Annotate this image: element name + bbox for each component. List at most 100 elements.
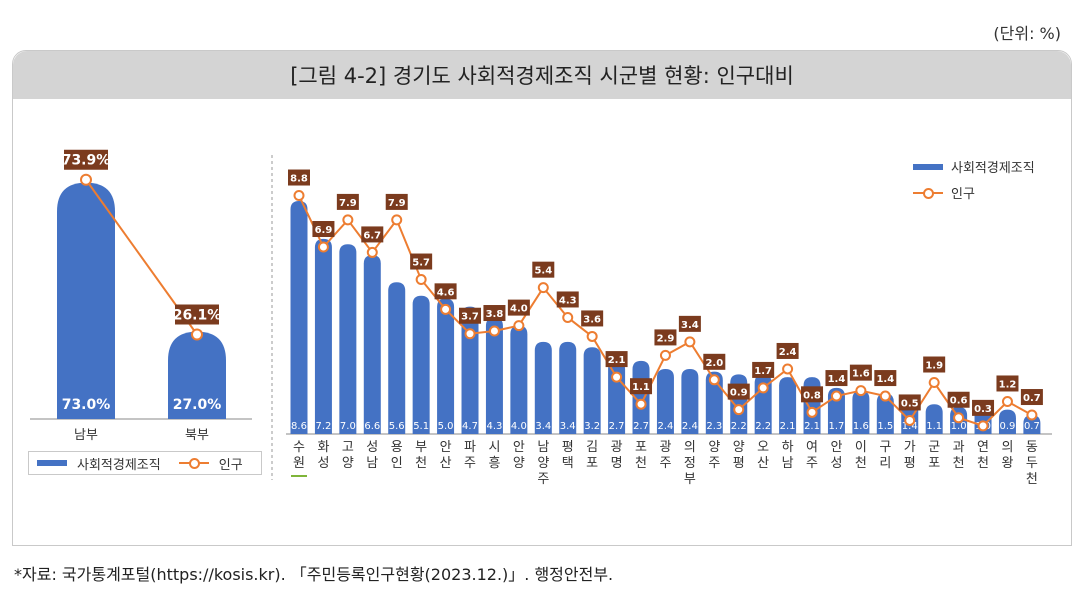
right-population-label: 7.9 bbox=[339, 198, 357, 209]
right-category-label: 연 bbox=[977, 440, 989, 455]
right-population-point bbox=[317, 241, 329, 253]
right-bar bbox=[779, 377, 797, 434]
right-bar bbox=[656, 368, 674, 434]
right-category-label: 광 bbox=[659, 440, 671, 455]
right-category-label: 이 bbox=[855, 440, 867, 455]
right-population-point bbox=[757, 382, 769, 394]
right-population-label-box bbox=[630, 378, 653, 395]
right-category-label: 군 bbox=[928, 440, 940, 455]
right-bar-value: 2.2 bbox=[731, 421, 747, 432]
right-population-label: 2.4 bbox=[779, 347, 797, 358]
right-population-point bbox=[977, 420, 989, 432]
right-bar-value: 2.1 bbox=[804, 421, 820, 432]
right-population-label-box bbox=[996, 375, 1019, 392]
right-population-label: 2.1 bbox=[608, 355, 626, 366]
right-bar-value: 3.2 bbox=[584, 421, 600, 432]
right-bar bbox=[925, 404, 943, 434]
right-population-label-box bbox=[947, 391, 970, 408]
right-population-label: 5.4 bbox=[534, 266, 552, 277]
right-population-label-box bbox=[581, 310, 604, 327]
right-population-label: 3.4 bbox=[681, 320, 699, 331]
right-population-label-box bbox=[972, 399, 995, 416]
legend-bar-swatch bbox=[913, 163, 943, 170]
right-population-label: 7.9 bbox=[388, 198, 406, 209]
right-bar-value: 8.6 bbox=[291, 421, 307, 432]
unit-label: (단위: %) bbox=[993, 24, 1061, 43]
right-category-label: 남 bbox=[537, 440, 549, 455]
legend-bar-swatch bbox=[37, 460, 67, 466]
right-population-label-box bbox=[776, 342, 799, 359]
right-bar-value: 0.7 bbox=[1024, 421, 1040, 432]
right-population-label: 4.3 bbox=[559, 295, 577, 306]
right-bar bbox=[388, 282, 406, 434]
right-category-label: 안 bbox=[440, 440, 452, 455]
right-bar-value: 1.6 bbox=[853, 421, 869, 432]
right-bar-value: 2.4 bbox=[682, 421, 698, 432]
right-category-label: 양 bbox=[537, 456, 549, 471]
right-category-label: 양 bbox=[733, 440, 745, 455]
right-population-label: 0.5 bbox=[901, 398, 919, 409]
right-population-point bbox=[830, 390, 842, 402]
right-population-label: 1.6 bbox=[852, 369, 870, 380]
legend-line-swatch bbox=[178, 456, 209, 470]
right-category-label: 시 bbox=[488, 440, 500, 455]
left-legend: 사회적경제조직 인구 bbox=[28, 451, 262, 475]
right-category-label: 부 bbox=[684, 472, 696, 487]
right-population-label-box bbox=[825, 370, 848, 387]
right-population-point bbox=[659, 349, 671, 361]
right-population-label-box bbox=[898, 394, 921, 411]
right-category-label: 의 bbox=[684, 440, 696, 455]
right-legend-bar: 사회적경제조직 bbox=[913, 157, 1035, 176]
right-bar-value: 2.7 bbox=[609, 421, 625, 432]
left-legend-bar-label: 사회적경제조직 bbox=[77, 457, 161, 473]
right-population-label-box bbox=[288, 169, 310, 186]
left-bar bbox=[57, 182, 115, 419]
right-population-point bbox=[879, 390, 891, 402]
right-bar-value: 2.4 bbox=[657, 421, 673, 432]
right-population-label-box bbox=[361, 226, 384, 243]
right-bar bbox=[559, 341, 577, 434]
right-category-label: 명 bbox=[611, 456, 623, 471]
right-category-label: 성 bbox=[317, 456, 329, 471]
right-population-label: 2.0 bbox=[705, 358, 723, 369]
right-population-label: 1.9 bbox=[925, 361, 943, 372]
right-population-point bbox=[586, 330, 598, 342]
right-category-label: 양 bbox=[708, 440, 720, 455]
right-population-label: 4.6 bbox=[437, 287, 455, 298]
right-bar bbox=[510, 325, 528, 434]
right-population-point bbox=[440, 303, 452, 315]
right-category-label: 양 bbox=[342, 456, 354, 471]
right-bar-value: 7.0 bbox=[340, 421, 356, 432]
right-population-point bbox=[733, 404, 745, 416]
left-population-point bbox=[80, 173, 92, 186]
left-population-label-box bbox=[175, 304, 219, 325]
left-category-label: 남부 bbox=[74, 428, 98, 443]
right-bar bbox=[314, 238, 332, 434]
right-category-label: 왕 bbox=[1001, 456, 1013, 471]
right-category-label: 주 bbox=[464, 456, 476, 471]
right-bar bbox=[339, 244, 357, 434]
right-legend-line: 인구 bbox=[913, 183, 975, 202]
right-bar bbox=[461, 306, 479, 434]
right-bar-value: 1.5 bbox=[877, 421, 893, 432]
right-bar bbox=[437, 298, 455, 434]
right-category-label: 흥 bbox=[488, 456, 500, 471]
right-bar-value: 5.1 bbox=[413, 421, 429, 432]
right-category-label: 구 bbox=[879, 440, 891, 455]
right-population-label-box bbox=[532, 261, 555, 278]
right-bar-value: 2.3 bbox=[706, 421, 722, 432]
right-category-label: 성 bbox=[830, 456, 842, 471]
right-bar-value: 5.6 bbox=[389, 421, 405, 432]
right-bar-value: 2.7 bbox=[633, 421, 649, 432]
right-bar-value: 3.4 bbox=[535, 421, 551, 432]
right-population-label: 0.3 bbox=[974, 404, 992, 415]
right-bar-value: 5.0 bbox=[438, 421, 454, 432]
right-population-point bbox=[1001, 395, 1013, 407]
legend-line-swatch bbox=[913, 186, 943, 200]
right-population-label: 0.9 bbox=[730, 388, 748, 399]
right-population-label-box bbox=[385, 193, 408, 210]
right-category-label: 남 bbox=[782, 456, 794, 471]
right-bar-value: 3.4 bbox=[560, 421, 576, 432]
right-population-label-box bbox=[678, 315, 701, 332]
right-population-label: 0.8 bbox=[803, 390, 821, 401]
